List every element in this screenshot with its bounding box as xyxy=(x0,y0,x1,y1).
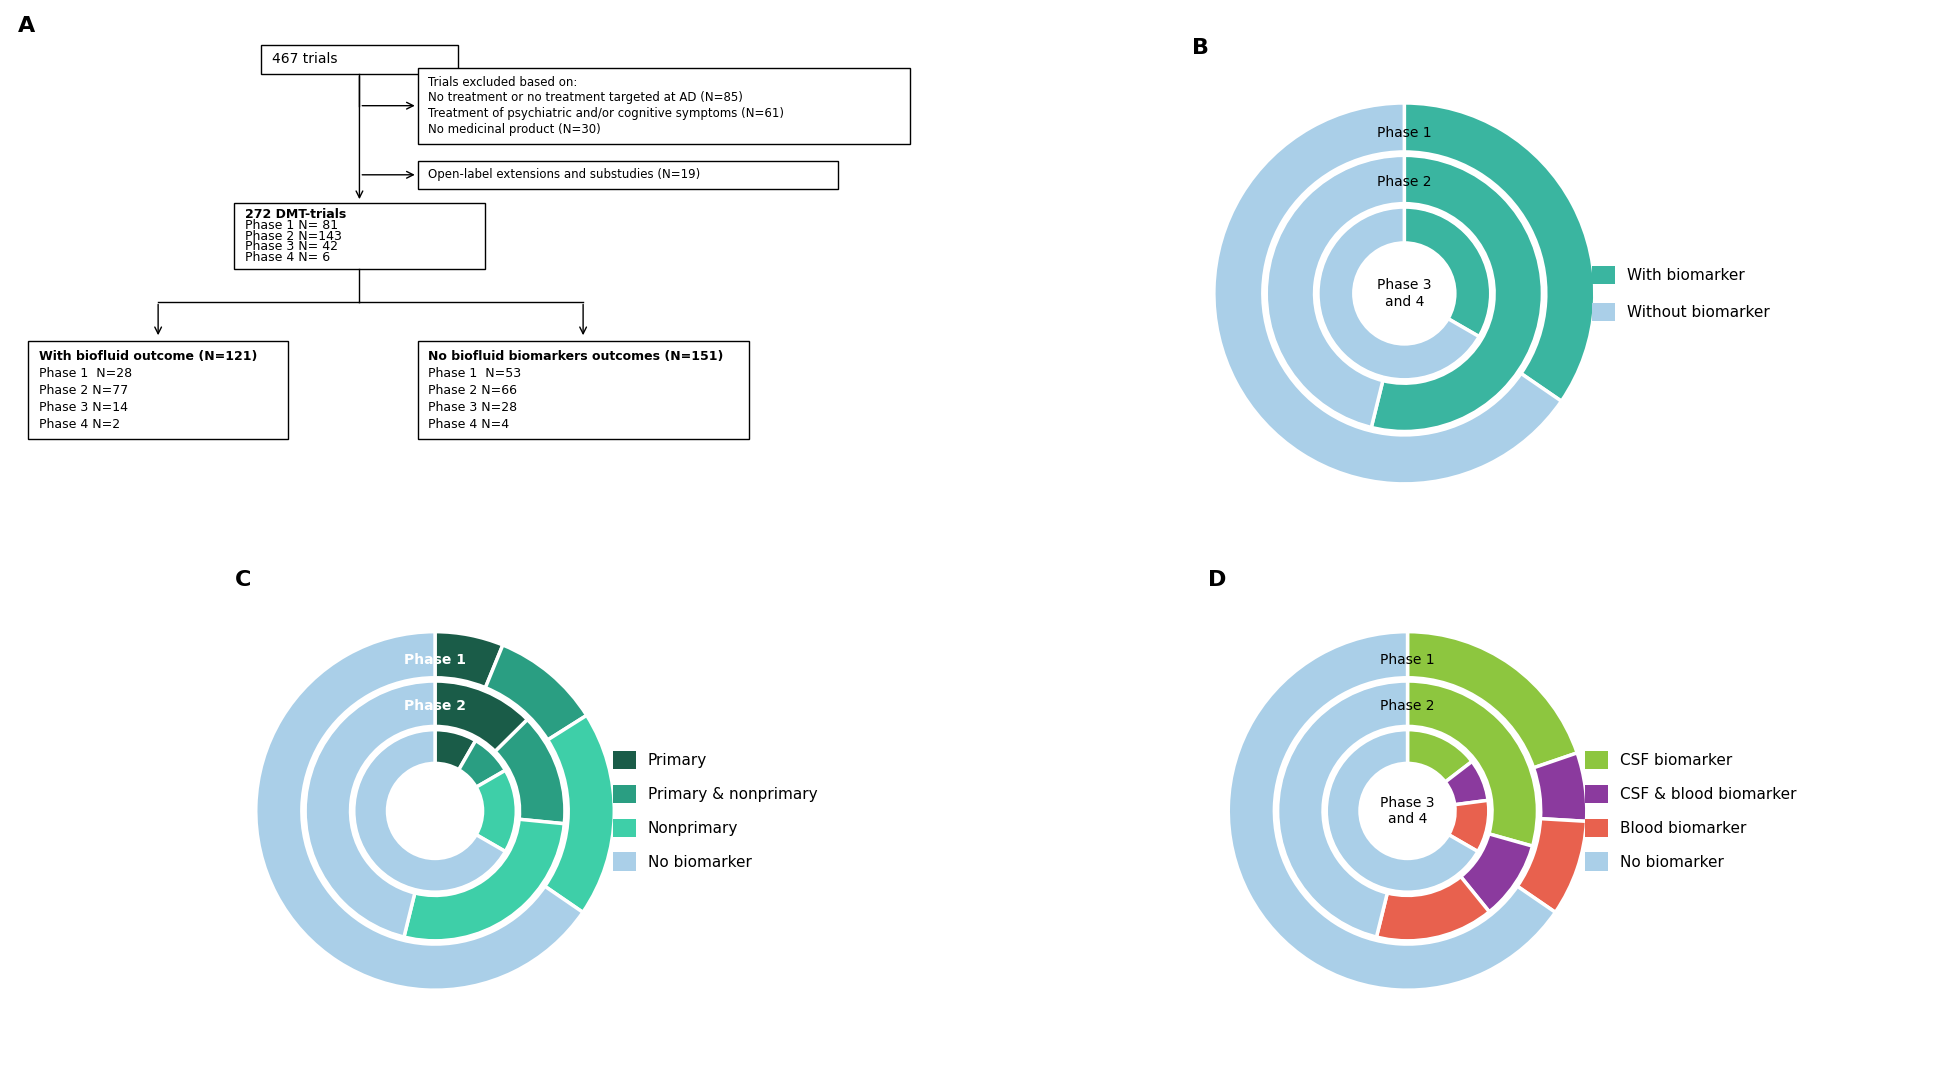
Wedge shape xyxy=(1317,206,1480,381)
Text: With biofluid outcome (N=121): With biofluid outcome (N=121) xyxy=(39,350,257,363)
Wedge shape xyxy=(1445,761,1488,805)
Text: Phase 1: Phase 1 xyxy=(1377,126,1432,140)
Legend: With biomarker, Without biomarker: With biomarker, Without biomarker xyxy=(1585,259,1776,328)
Wedge shape xyxy=(1371,155,1542,432)
Wedge shape xyxy=(1449,800,1490,851)
Wedge shape xyxy=(1326,729,1478,893)
Text: Phase 3 N= 42: Phase 3 N= 42 xyxy=(245,240,338,254)
Text: 272 DMT-trials: 272 DMT-trials xyxy=(245,208,346,222)
Text: Phase 3
and 4: Phase 3 and 4 xyxy=(1381,796,1435,826)
Wedge shape xyxy=(1278,681,1408,938)
Wedge shape xyxy=(436,681,527,751)
Wedge shape xyxy=(459,739,506,787)
Text: No medicinal product (N=30): No medicinal product (N=30) xyxy=(428,123,601,136)
Text: Phase 2: Phase 2 xyxy=(1377,175,1432,189)
Text: Phase 4 N=4: Phase 4 N=4 xyxy=(428,418,510,431)
Text: Phase 1  N=53: Phase 1 N=53 xyxy=(428,367,521,380)
Text: Open-label extensions and substudies (N=19): Open-label extensions and substudies (N=… xyxy=(428,169,700,181)
Text: C: C xyxy=(235,570,251,590)
Text: Phase 3
and 4: Phase 3 and 4 xyxy=(405,796,467,826)
Wedge shape xyxy=(1214,103,1562,483)
Text: D: D xyxy=(1208,570,1225,590)
Text: A: A xyxy=(18,16,35,36)
FancyBboxPatch shape xyxy=(29,341,288,440)
Wedge shape xyxy=(1404,206,1492,337)
Text: Phase 3 N=14: Phase 3 N=14 xyxy=(39,401,128,414)
Text: Phase 1 N= 81: Phase 1 N= 81 xyxy=(245,219,338,233)
Text: Phase 4 N= 6: Phase 4 N= 6 xyxy=(245,251,331,265)
Wedge shape xyxy=(1461,833,1533,912)
Wedge shape xyxy=(405,819,564,941)
Text: Phase 3
and 4: Phase 3 and 4 xyxy=(1377,278,1432,308)
Wedge shape xyxy=(1408,729,1472,782)
Text: Phase 2 N=143: Phase 2 N=143 xyxy=(245,229,342,243)
Wedge shape xyxy=(1408,632,1577,768)
Text: Phase 4 N=2: Phase 4 N=2 xyxy=(39,418,121,431)
Text: No biofluid biomarkers outcomes (N=151): No biofluid biomarkers outcomes (N=151) xyxy=(428,350,724,363)
Text: Phase 1  N=28: Phase 1 N=28 xyxy=(39,367,132,380)
Legend: CSF biomarker, CSF & blood biomarker, Blood biomarker, No biomarker: CSF biomarker, CSF & blood biomarker, Bl… xyxy=(1579,745,1803,877)
Text: Phase 2 N=66: Phase 2 N=66 xyxy=(428,384,517,397)
Text: No treatment or no treatment targeted at AD (N=85): No treatment or no treatment targeted at… xyxy=(428,92,743,105)
Wedge shape xyxy=(486,644,587,739)
Text: Phase 2: Phase 2 xyxy=(405,699,467,713)
Text: Trials excluded based on:: Trials excluded based on: xyxy=(428,76,578,89)
Wedge shape xyxy=(1533,753,1587,822)
Text: Phase 1: Phase 1 xyxy=(405,653,467,667)
FancyBboxPatch shape xyxy=(418,67,910,144)
Text: Treatment of psychiatric and/or cognitive symptoms (N=61): Treatment of psychiatric and/or cognitiv… xyxy=(428,107,784,121)
Text: 467 trials: 467 trials xyxy=(272,52,336,66)
Wedge shape xyxy=(545,715,615,912)
Text: Phase 1: Phase 1 xyxy=(1381,653,1435,667)
FancyBboxPatch shape xyxy=(418,161,838,189)
Text: Phase 3 N=28: Phase 3 N=28 xyxy=(428,401,517,414)
Wedge shape xyxy=(1404,103,1595,401)
Text: Phase 2: Phase 2 xyxy=(1381,699,1435,713)
Wedge shape xyxy=(436,632,504,687)
Text: Phase 2 N=77: Phase 2 N=77 xyxy=(39,384,128,397)
Wedge shape xyxy=(1377,877,1490,941)
Wedge shape xyxy=(1266,155,1404,428)
FancyBboxPatch shape xyxy=(261,45,457,74)
Wedge shape xyxy=(305,681,436,938)
Wedge shape xyxy=(257,632,584,990)
Wedge shape xyxy=(477,770,517,851)
Wedge shape xyxy=(436,729,477,769)
Wedge shape xyxy=(496,719,566,824)
FancyBboxPatch shape xyxy=(418,341,749,440)
Legend: Primary, Primary & nonprimary, Nonprimary, No biomarker: Primary, Primary & nonprimary, Nonprimar… xyxy=(607,745,823,877)
Wedge shape xyxy=(354,729,506,893)
Wedge shape xyxy=(1408,681,1538,846)
Wedge shape xyxy=(1229,632,1556,990)
FancyBboxPatch shape xyxy=(233,203,484,270)
Text: B: B xyxy=(1192,37,1210,58)
Wedge shape xyxy=(1517,818,1587,912)
